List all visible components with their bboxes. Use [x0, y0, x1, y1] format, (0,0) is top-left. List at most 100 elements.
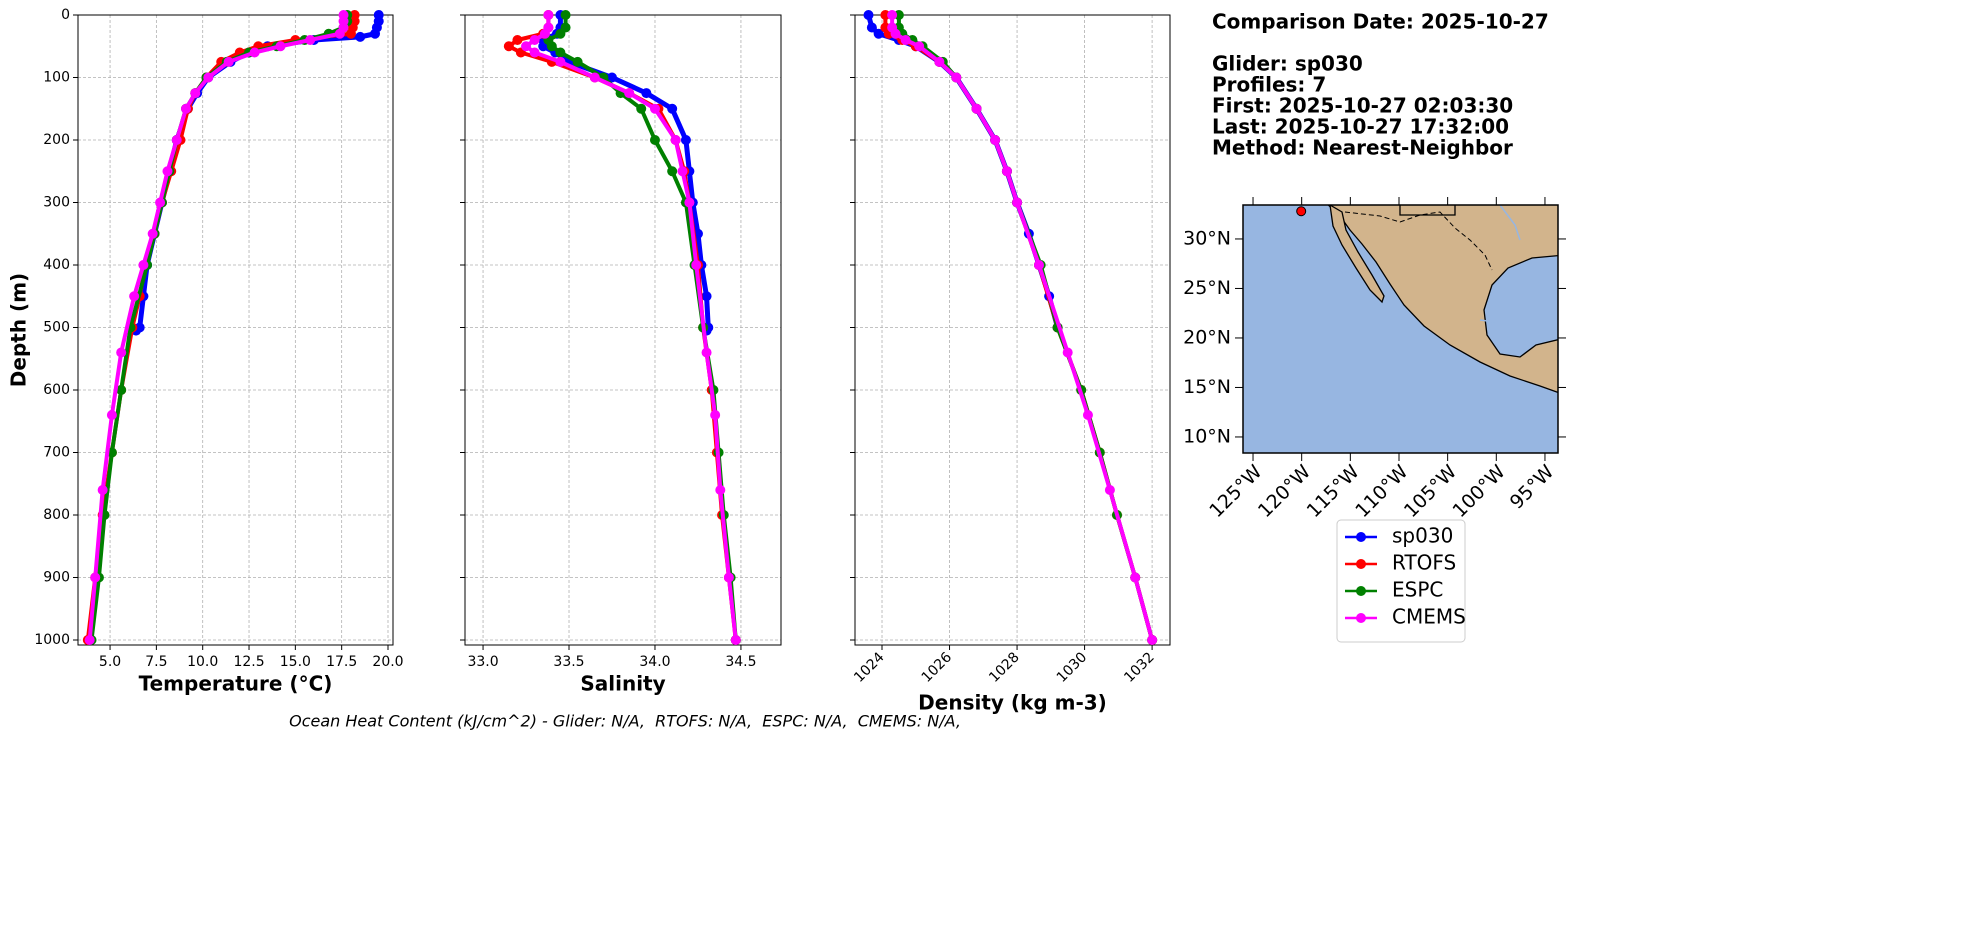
- data-point: [129, 291, 140, 302]
- data-point: [249, 47, 260, 58]
- data-point: [116, 385, 127, 395]
- data-point: [677, 166, 688, 177]
- x-tick-label: 105°W: [1400, 461, 1461, 522]
- data-point: [162, 166, 173, 177]
- plot-frame: [854, 14, 1171, 646]
- river: [1419, 205, 1521, 341]
- y-axis-label: Depth (m): [7, 273, 31, 387]
- data-point: [934, 56, 945, 67]
- baja-peninsula: [1329, 205, 1385, 304]
- data-point: [572, 56, 583, 67]
- plot-frame: [77, 14, 394, 646]
- data-point: [171, 135, 182, 145]
- data-point: [203, 72, 214, 83]
- x-tick-label: 125°W: [1205, 461, 1266, 522]
- y-tick-label: 200: [43, 132, 70, 148]
- map-frame: [1242, 204, 1559, 454]
- data-point: [90, 572, 101, 583]
- y-tick-label: 10°N: [1183, 425, 1231, 447]
- data-point: [539, 28, 550, 39]
- legend-marker: [1356, 559, 1366, 569]
- info-line: Profiles: 7: [1212, 73, 1326, 97]
- y-tick-label: 400: [43, 257, 70, 273]
- y-tick-label: 100: [43, 70, 70, 86]
- data-point: [730, 635, 741, 645]
- data-point: [691, 260, 702, 270]
- data-point: [701, 291, 712, 302]
- x-tick-label: 34.5: [725, 654, 756, 670]
- data-point: [190, 88, 201, 99]
- legend-marker: [1356, 586, 1366, 596]
- legend-marker: [1356, 532, 1366, 542]
- x-tick-label: 10.0: [187, 654, 218, 670]
- data-point: [503, 41, 514, 52]
- x-tick-label: 1028: [986, 649, 1023, 686]
- data-point: [106, 410, 117, 420]
- legend-label: ESPC: [1392, 578, 1443, 602]
- data-point: [710, 410, 721, 420]
- x-tick-label: 5.0: [99, 654, 121, 670]
- data-point: [275, 41, 286, 52]
- data-point: [971, 103, 982, 114]
- x-axis-label: Temperature (°C): [139, 672, 333, 696]
- y-tick-label: 20°N: [1183, 326, 1231, 348]
- data-point: [900, 35, 911, 45]
- legend-label: RTOFS: [1392, 551, 1456, 575]
- data-point: [560, 10, 571, 20]
- data-point: [667, 166, 678, 177]
- x-tick-label: 33.5: [553, 654, 584, 670]
- info-line: Last: 2025-10-27 17:32:00: [1212, 115, 1509, 139]
- border: [1344, 211, 1493, 271]
- data-point: [334, 28, 345, 39]
- data-point: [555, 28, 566, 39]
- data-point: [97, 485, 108, 495]
- y-tick-label: 1000: [34, 632, 70, 648]
- data-point: [649, 135, 660, 145]
- data-point: [512, 35, 523, 45]
- data-point: [680, 135, 691, 145]
- x-tick-label: 1030: [1054, 649, 1091, 686]
- x-tick-label: 15.0: [280, 654, 311, 670]
- x-tick-label: 115°W: [1303, 461, 1364, 522]
- info-line: Comparison Date: 2025-10-27: [1212, 10, 1549, 34]
- legend-label: CMEMS: [1392, 605, 1466, 629]
- data-point: [667, 103, 678, 114]
- data-point: [1130, 572, 1141, 583]
- data-point: [873, 28, 884, 39]
- x-tick-label: 33.0: [467, 654, 498, 670]
- data-point: [84, 635, 95, 645]
- y-tick-label: 0: [61, 7, 70, 23]
- data-point: [866, 22, 877, 33]
- data-point: [555, 56, 566, 67]
- plot-frame: [464, 14, 782, 646]
- x-tick-label: 12.5: [233, 654, 264, 670]
- data-point: [1104, 485, 1115, 495]
- data-point: [521, 41, 532, 52]
- info-line: First: 2025-10-27 02:03:30: [1212, 94, 1513, 118]
- x-tick-label: 1032: [1121, 649, 1158, 686]
- data-point: [546, 41, 557, 52]
- y-tick-label: 15°N: [1183, 376, 1231, 398]
- y-tick-label: 500: [43, 320, 70, 336]
- data-point: [1147, 635, 1158, 645]
- footer: Ocean Heat Content (kJ/cm^2) - Glider: N…: [289, 712, 961, 731]
- y-tick-label: 30°N: [1183, 227, 1231, 249]
- data-point: [715, 485, 726, 495]
- x-tick-label: 1026: [919, 649, 956, 686]
- data-point: [1082, 410, 1093, 420]
- data-point: [990, 135, 1001, 145]
- data-point: [863, 10, 874, 20]
- x-tick-label: 7.5: [145, 654, 167, 670]
- series-line: [866, 14, 1060, 329]
- series-line: [87, 15, 346, 641]
- x-tick-label: 100°W: [1449, 461, 1510, 522]
- x-tick-label: 120°W: [1254, 461, 1315, 522]
- data-point: [543, 10, 554, 20]
- data-point: [589, 72, 600, 83]
- data-point: [181, 103, 192, 114]
- data-point: [370, 28, 381, 39]
- x-tick-label: 95°W: [1506, 461, 1559, 514]
- data-point: [624, 88, 635, 99]
- data-point: [116, 347, 127, 358]
